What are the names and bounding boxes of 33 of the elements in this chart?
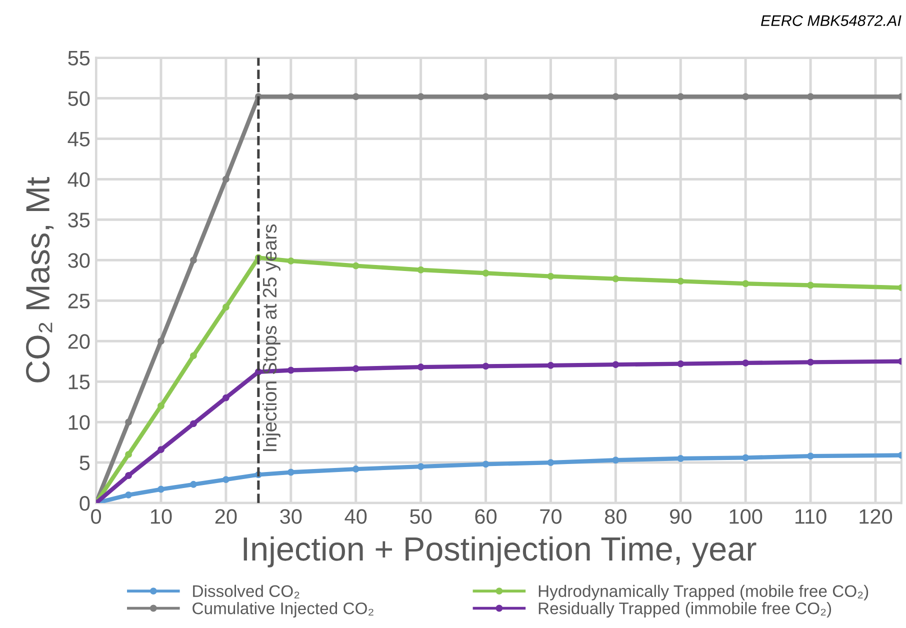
- x-tick-label: 60: [475, 509, 497, 524]
- x-axis-title: Injection + Postinjection Time, year: [244, 536, 756, 568]
- x-tick-label: 10: [150, 509, 172, 524]
- legend-label: Cumulative Injected CO₂: [192, 602, 374, 618]
- text: EERC MBK54872.AI: [760, 15, 902, 26]
- x-tick-label: 20: [215, 509, 237, 524]
- y-tick-label: 20: [68, 334, 90, 349]
- x-tick-label: 100: [730, 509, 762, 524]
- legend-label: Dissolved CO₂: [193, 584, 300, 598]
- x-tick-label: 30: [280, 509, 302, 524]
- y-tick-label: 10: [68, 415, 90, 430]
- x-tick-label: 0: [91, 509, 102, 524]
- legend-label: Hydrodynamically Trapped (mobile free CO₂): [538, 584, 868, 600]
- legend-label: Residually Trapped (immobile free CO₂): [538, 602, 832, 618]
- y-tick-label: 50: [68, 91, 90, 106]
- y-tick-label: 35: [68, 212, 90, 228]
- x-tick-label: 90: [670, 509, 692, 524]
- x-tick-label: 80: [604, 509, 626, 524]
- y-tick-label: 15: [68, 374, 90, 390]
- y-tick-label: 25: [68, 294, 90, 308]
- y-tick-label: 40: [68, 172, 90, 187]
- x-tick-label: 120: [860, 509, 892, 524]
- y-tick-label: 45: [68, 132, 90, 146]
- x-tick-label: 70: [540, 509, 562, 524]
- y-tick-label: 30: [68, 253, 90, 268]
- ref-line-label: Injection Stops at 25 years: [262, 224, 280, 452]
- y-tick-label: 55: [68, 50, 90, 66]
- y-tick-label: 5: [80, 456, 90, 470]
- y-tick-label: 0: [80, 496, 90, 511]
- x-tick-label: 40: [344, 509, 367, 524]
- x-tick-label: 50: [410, 509, 432, 524]
- x-tick-label: 110: [796, 509, 826, 524]
- y-axis-title: CO₂ Mass, Mt: [26, 176, 54, 382]
